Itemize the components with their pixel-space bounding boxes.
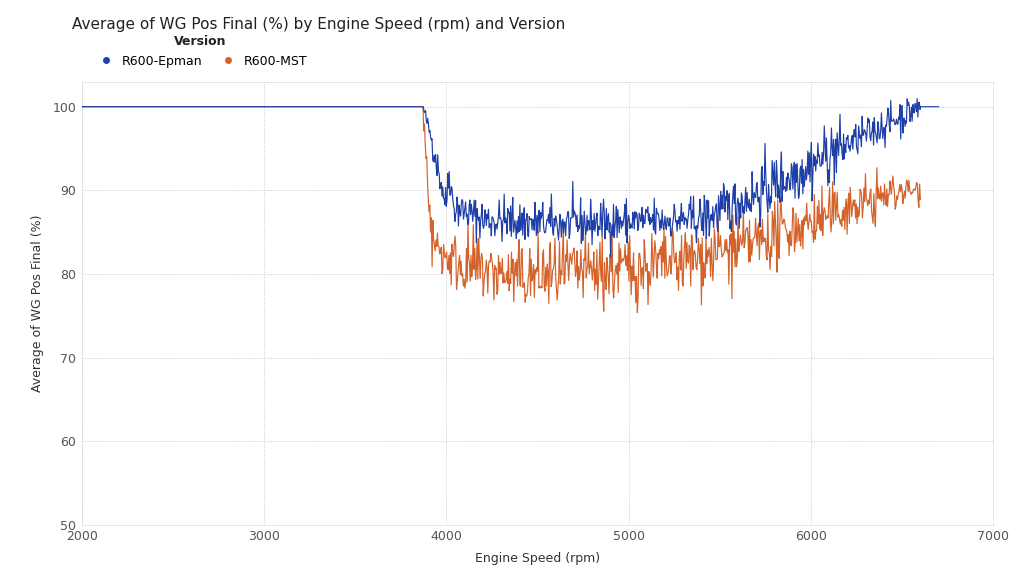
Text: Average of WG Pos Final (%) by Engine Speed (rpm) and Version: Average of WG Pos Final (%) by Engine Sp… (72, 17, 565, 33)
Y-axis label: Average of WG Pos Final (%): Average of WG Pos Final (%) (31, 215, 44, 392)
X-axis label: Engine Speed (rpm): Engine Speed (rpm) (475, 552, 600, 564)
Legend: R600-Epman, R600-MST: R600-Epman, R600-MST (88, 30, 312, 72)
